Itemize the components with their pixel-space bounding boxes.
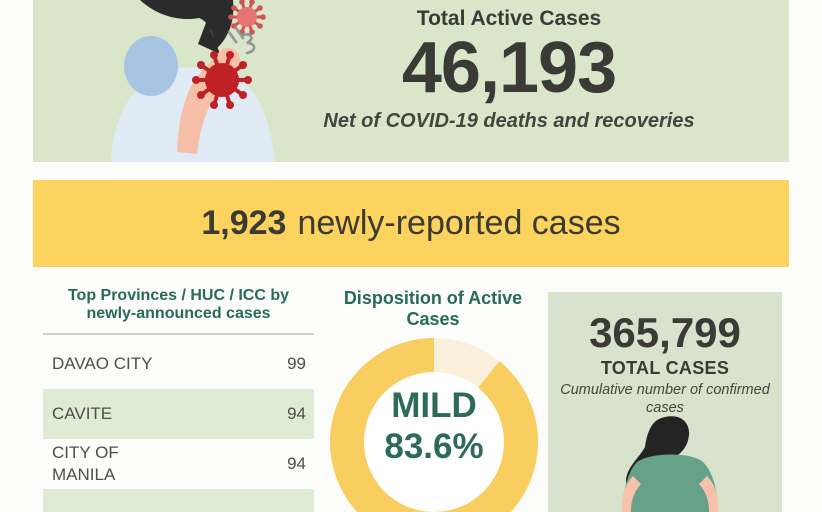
table-row-cutoff <box>43 489 314 512</box>
active-cases-title: Total Active Cases <box>416 7 602 30</box>
province-case-count: 94 <box>287 454 306 473</box>
total-cases-value: 365,799 <box>589 309 741 356</box>
new-cases-count: 1,923 <box>201 204 287 242</box>
total-cases-panel: 365,799 TOTAL CASES Cumulative number of… <box>548 292 782 512</box>
province-name: CAVITE <box>52 403 113 423</box>
active-cases-subtitle: Net of COVID-19 deaths and recoveries <box>323 109 695 132</box>
provinces-title-line2: newly-announced cases <box>86 305 271 322</box>
province-name: DAVAO CITY <box>52 353 153 373</box>
total-cases-caption: Cumulative number of confirmed cases <box>560 382 770 416</box>
cough-lines-icon <box>227 26 256 55</box>
table-row: CAVITE 94 <box>43 389 314 439</box>
virus-icon <box>192 51 252 109</box>
virus-icon-small <box>228 0 266 35</box>
provinces-title-line1: Top Provinces / HUC / ICC by <box>67 287 290 304</box>
active-cases-panel: Total Active Cases 46,193 Net of COVID-1… <box>33 0 789 162</box>
province-rows: DAVAO CITY 99 CAVITE 94 CITY OF MANILA 9… <box>43 339 314 489</box>
new-cases-label: newly-reported cases <box>297 204 621 242</box>
new-cases-banner: 1,923 newly-reported cases <box>33 180 789 267</box>
province-case-count: 94 <box>287 404 306 423</box>
total-cases-label: TOTAL CASES <box>600 358 730 378</box>
disposition-title: Disposition of Active Cases <box>343 288 523 329</box>
disposition-donut-chart: MILD 83.6% <box>330 338 538 512</box>
donut-center-value: 83.6% <box>384 427 484 467</box>
active-cases-value: 46,193 <box>401 28 617 108</box>
province-case-count: 99 <box>287 354 306 373</box>
disposition-section: Disposition of Active Cases <box>325 288 541 330</box>
table-row: DAVAO CITY 99 <box>43 339 314 389</box>
donut-center-label: MILD <box>391 386 477 425</box>
donut-center: MILD 83.6% <box>364 372 504 512</box>
divider <box>43 333 314 335</box>
woman-back-illustration <box>621 416 719 512</box>
coughing-person-illustration <box>111 0 275 162</box>
table-row: CITY OF MANILA 94 <box>43 439 314 489</box>
province-name: CITY OF MANILA <box>52 442 119 484</box>
top-provinces-list: Top Provinces / HUC / ICC by newly-annou… <box>43 287 314 512</box>
